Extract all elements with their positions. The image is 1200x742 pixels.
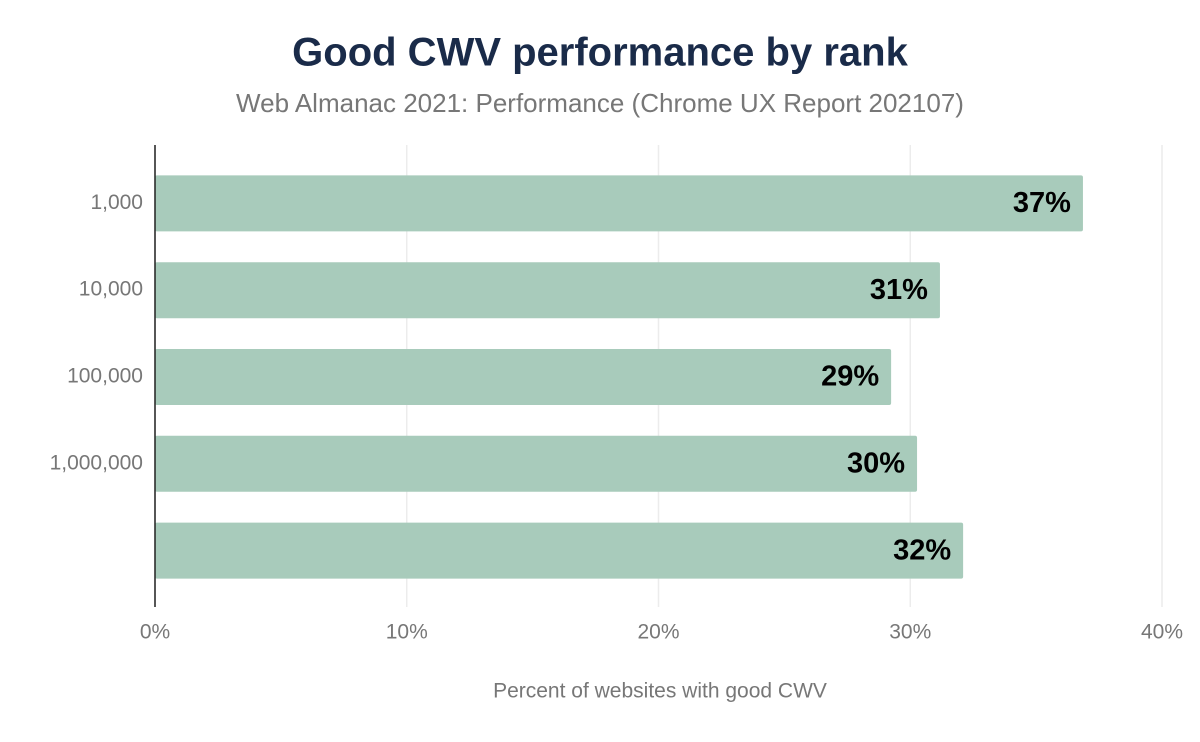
bar (155, 262, 940, 319)
bar (155, 175, 1083, 232)
y-tick-label: 1,000 (90, 191, 143, 214)
x-tick-label: 20% (637, 621, 679, 644)
value-label: 29% (821, 361, 879, 393)
value-label: 30% (847, 447, 905, 479)
bar (155, 522, 964, 579)
chart-title: Good CWV performance by rank (292, 31, 908, 75)
y-tick-label: 100,000 (67, 365, 143, 388)
value-label: 31% (870, 274, 928, 306)
chart-subtitle: Web Almanac 2021: Performance (Chrome UX… (236, 88, 964, 118)
bar (155, 435, 918, 492)
value-label: 37% (1013, 187, 1071, 219)
x-tick-label: 0% (140, 621, 170, 644)
x-tick-label: 10% (386, 621, 428, 644)
x-tick-label: 40% (1141, 621, 1183, 644)
bar (155, 349, 892, 405)
value-label: 32% (893, 534, 951, 566)
y-tick-label: 1,000,000 (50, 451, 143, 474)
x-axis-title: Percent of websites with good CWV (493, 680, 827, 703)
y-tick-label: 10,000 (79, 278, 143, 301)
x-tick-label: 30% (889, 621, 931, 644)
